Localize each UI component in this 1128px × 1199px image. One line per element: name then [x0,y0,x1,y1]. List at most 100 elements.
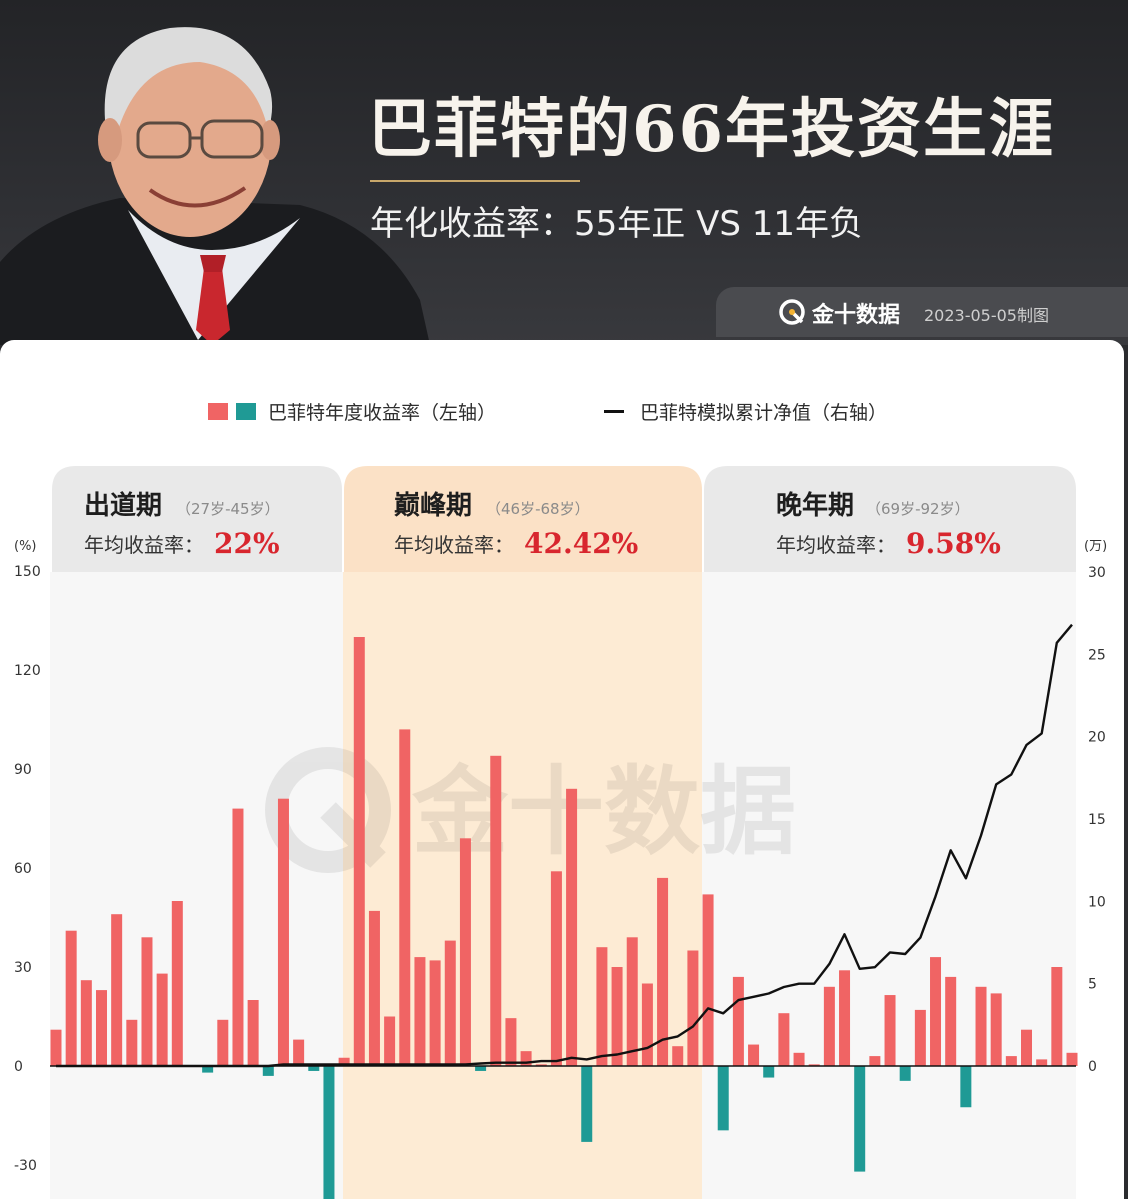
right-axis-tick: 0 [1088,1059,1097,1075]
return-bar [171,901,183,1066]
tab-bg-peak [344,466,702,572]
page-title: 巴菲特的66年投资生涯 [368,92,1056,167]
period-ages: （46岁-68岁） [486,500,590,518]
credit-tab: 金十数据 2023-05-05制图 [716,287,1128,337]
return-bar [1036,1059,1048,1066]
right-axis-tick: 20 [1088,730,1106,746]
return-bar [914,1009,926,1066]
return-bar [581,1066,593,1142]
buffett-portrait [0,27,430,345]
period-ages: （27岁-45岁） [176,500,280,518]
period-avg-value: 42.42% [524,527,638,560]
return-bar [626,937,638,1066]
return-bar [293,1039,305,1066]
return-bar [111,914,123,1066]
return-bar [384,1016,396,1066]
return-bar [202,1066,214,1073]
return-bar [520,1051,532,1066]
credit-date: 2023-05-05制图 [924,306,1049,325]
left-axis-tick: 30 [14,960,32,976]
right-axis-tick: 30 [1088,565,1106,581]
return-bar [702,894,714,1066]
credit-brand: 金十数据 [812,303,901,328]
return-bar [323,1066,335,1199]
return-bar [368,910,380,1066]
peak-band [343,572,702,1199]
return-bar [459,838,471,1066]
return-bar [444,940,456,1066]
period-tab-early: 出道期 （27岁-45岁） 年均收益率： 22% [84,490,280,560]
left-axis-tick: 60 [14,861,32,877]
return-bar [566,788,578,1066]
page-subtitle: 年化收益率：55年正 VS 11年负 [370,204,863,244]
period-name: 巅峰期 [394,491,472,521]
return-bar [839,970,851,1066]
right-axis-tick: 10 [1088,894,1106,910]
left-axis-unit: (%) [14,539,37,554]
right-axis-tick: 25 [1088,647,1106,663]
return-bar [869,1056,881,1066]
return-bar [960,1066,972,1108]
period-tab-late: 晚年期 （69岁-92岁） 年均收益率： 9.58% [776,490,1001,560]
right-axis-tick: 5 [1088,977,1097,993]
jin10-logo-icon [779,299,805,325]
return-bar [232,808,244,1066]
return-bar [990,993,1002,1066]
return-bar [277,798,289,1066]
left-axis-tick: 0 [14,1059,23,1075]
return-bar [823,986,835,1066]
return-bar [854,1066,866,1172]
period-ages: （69岁-92岁） [866,500,970,518]
legend-line-swatch [604,410,624,413]
return-bar [611,967,623,1066]
return-bar [80,980,92,1066]
return-bar [748,1044,760,1066]
return-bar [95,990,107,1066]
return-bar [672,1046,684,1066]
return-bar [1021,1029,1033,1066]
return-bar [126,1019,138,1066]
return-bar [717,1066,729,1131]
tab-bg-late [704,466,1076,572]
return-bar [763,1066,775,1078]
return-bar [732,976,744,1066]
legend-line-label: 巴菲特模拟累计净值（右轴） [640,402,888,424]
cumulative-nav-line [56,623,1073,1068]
return-bar [414,957,426,1066]
return-bar [899,1066,911,1081]
return-bar [930,957,942,1066]
return-bar [308,1066,320,1071]
return-bar [353,637,365,1066]
return-bar [399,729,411,1066]
right-axis-unit: (万) [1084,539,1107,554]
return-bar [808,1064,820,1066]
left-axis-tick: -30 [14,1158,37,1174]
period-avg-label: 年均收益率： [394,533,514,557]
watermark-text: 金十数据 [411,756,796,868]
return-bar [217,1019,229,1066]
chart-card: 出道期 （27岁-45岁） 年均收益率： 22% 巅峰期 （46岁-68岁） 年… [0,340,1124,1199]
period-avg-label: 年均收益率： [776,533,896,557]
left-axis-tick: 120 [14,663,41,679]
return-bar [975,986,987,1066]
legend: 巴菲特年度收益率（左轴） 巴菲特模拟累计净值（右轴） [0,396,1124,426]
return-bar [247,1000,259,1066]
period-avg-value: 9.58% [906,527,1001,560]
return-bar [596,947,608,1066]
return-bar [475,1066,487,1071]
return-bar [505,1018,517,1066]
period-avg-value: 22% [214,527,280,560]
chart-svg: 出道期 （27岁-45岁） 年均收益率： 22% 巅峰期 （46岁-68岁） 年… [14,466,1107,1199]
period-tab-peak: 巅峰期 （46岁-68岁） 年均收益率： 42.42% [394,491,638,560]
tab-bg-early [52,466,342,572]
period-avg-label: 年均收益率： [84,533,204,557]
period-name: 晚年期 [776,490,854,521]
return-bar [141,937,153,1066]
return-bar [1051,967,1063,1066]
header-banner: 巴菲特的66年投资生涯 年化收益率：55年正 VS 11年负 金十数据 2023… [0,0,1128,345]
return-bar [535,1064,547,1066]
return-bar [550,871,562,1066]
return-bar [156,973,168,1066]
return-bar [641,983,653,1066]
return-bar [50,1029,62,1066]
